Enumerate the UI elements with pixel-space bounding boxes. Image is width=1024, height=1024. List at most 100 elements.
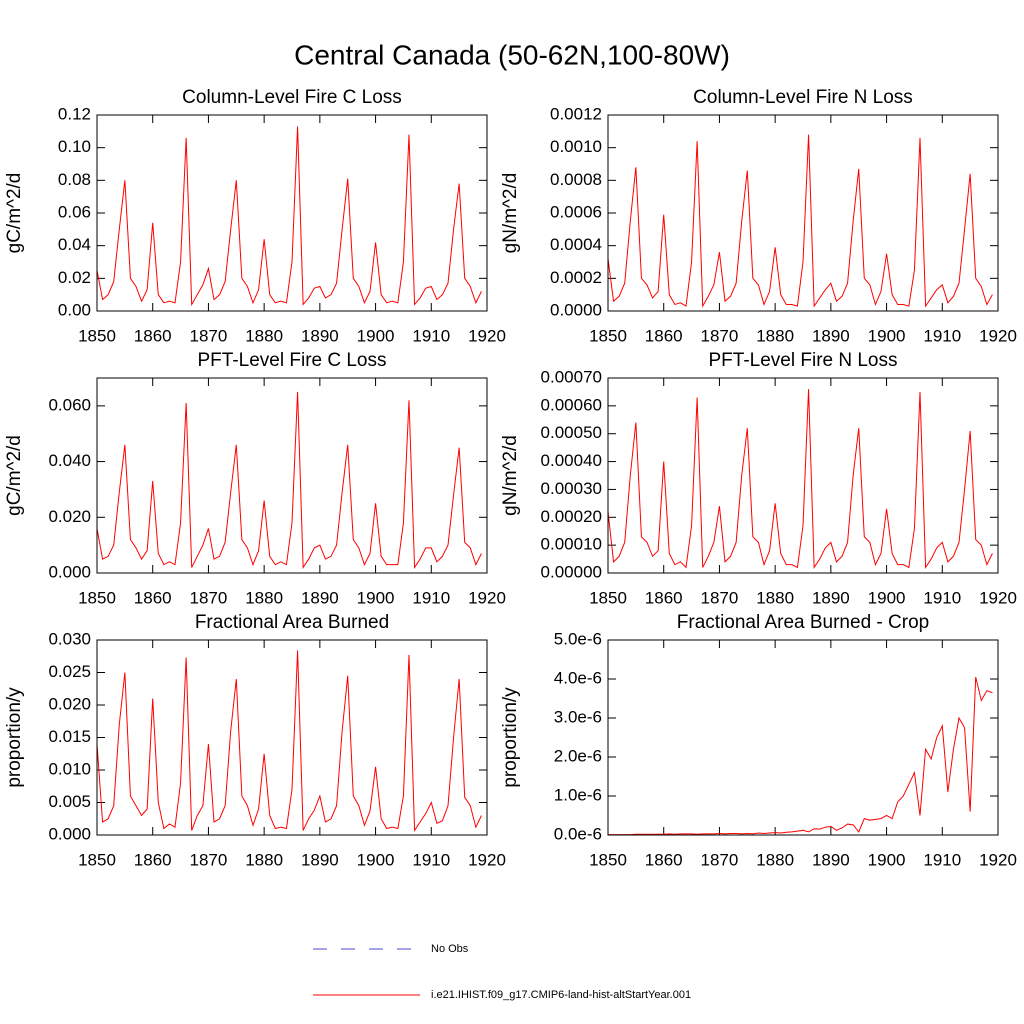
x-tick-label: 1850 <box>78 588 116 607</box>
y-tick-label: 1.0e-6 <box>554 785 602 804</box>
legend-label: i.e21.IHIST.f09_g17.CMIP6-land-hist-altS… <box>431 989 691 1001</box>
y-tick-label: 0.10 <box>58 137 91 156</box>
y-tick-label: 0.000 <box>48 562 91 581</box>
y-tick-label: 0.0e-6 <box>554 824 602 843</box>
x-tick-label: 1880 <box>756 326 794 345</box>
y-tick-label: 0.02 <box>58 268 91 287</box>
data-line <box>607 389 993 570</box>
y-tick-label: 0.00010 <box>541 535 602 554</box>
y-tick-label: 2.0e-6 <box>554 746 602 765</box>
data-line <box>608 676 993 836</box>
y-axis-label: proportion/y <box>4 687 25 788</box>
y-tick-label: 0.00 <box>58 300 91 319</box>
x-tick-label: 1910 <box>412 588 450 607</box>
y-tick-label: 0.12 <box>58 104 91 123</box>
y-tick-label: 0.00030 <box>541 479 602 498</box>
y-tick-label: 5.0e-6 <box>554 629 602 648</box>
y-tick-label: 0.0004 <box>550 235 602 254</box>
x-tick-label: 1850 <box>589 326 627 345</box>
y-tick-label: 0.0012 <box>550 104 602 123</box>
y-tick-label: 0.060 <box>48 395 91 414</box>
x-tick-label: 1880 <box>756 850 794 869</box>
x-tick-label: 1890 <box>812 850 850 869</box>
x-tick-label: 1900 <box>868 850 906 869</box>
plot-frame <box>96 639 488 836</box>
y-tick-label: 0.010 <box>48 759 91 778</box>
y-tick-label: 0.08 <box>58 170 91 189</box>
y-tick-label: 0.00060 <box>541 395 602 414</box>
y-tick-label: 0.005 <box>48 792 91 811</box>
plot-frame <box>607 377 999 574</box>
panel-title: PFT-Level Fire N Loss <box>709 350 898 371</box>
y-axis-label: gC/m^2/d <box>4 435 25 516</box>
x-tick-label: 1900 <box>357 850 395 869</box>
x-tick-label: 1890 <box>301 326 339 345</box>
x-tick-label: 1900 <box>357 588 395 607</box>
x-tick-label: 1880 <box>756 588 794 607</box>
y-tick-label: 0.040 <box>48 451 91 470</box>
x-tick-label: 1920 <box>468 588 506 607</box>
x-tick-label: 1880 <box>245 326 283 345</box>
x-tick-label: 1910 <box>923 326 961 345</box>
x-tick-label: 1900 <box>868 588 906 607</box>
x-tick-label: 1920 <box>979 326 1017 345</box>
data-line <box>96 650 482 833</box>
data-line <box>96 391 482 570</box>
x-tick-label: 1890 <box>301 588 339 607</box>
y-tick-label: 0.0010 <box>550 137 602 156</box>
y-tick-label: 0.025 <box>48 662 91 681</box>
plot-frame <box>96 114 488 312</box>
y-tick-label: 0.0000 <box>550 300 602 319</box>
y-tick-label: 0.030 <box>48 629 91 648</box>
plot-frame <box>96 377 488 574</box>
y-axis-label: proportion/y <box>500 687 521 788</box>
x-tick-label: 1860 <box>134 588 172 607</box>
y-axis-label: gN/m^2/d <box>500 435 521 516</box>
x-tick-label: 1910 <box>412 326 450 345</box>
x-tick-label: 1900 <box>868 326 906 345</box>
x-tick-label: 1870 <box>701 588 739 607</box>
y-tick-label: 0.000 <box>48 824 91 843</box>
figure-title: Central Canada (50-62N,100-80W) <box>294 39 730 70</box>
data-line <box>607 134 993 308</box>
x-tick-label: 1860 <box>134 326 172 345</box>
plot-frame <box>607 114 999 312</box>
y-tick-label: 0.06 <box>58 202 91 221</box>
y-axis-label: gN/m^2/d <box>500 173 521 254</box>
x-tick-label: 1890 <box>301 850 339 869</box>
x-tick-label: 1850 <box>589 588 627 607</box>
y-axis-label: gC/m^2/d <box>4 173 25 254</box>
panel-title: PFT-Level Fire C Loss <box>198 350 387 371</box>
x-tick-label: 1870 <box>701 326 739 345</box>
y-tick-label: 0.00020 <box>541 507 602 526</box>
x-tick-label: 1860 <box>134 850 172 869</box>
data-line <box>96 126 482 307</box>
y-tick-label: 0.015 <box>48 727 91 746</box>
y-tick-label: 0.04 <box>58 235 91 254</box>
x-tick-label: 1870 <box>701 850 739 869</box>
x-tick-label: 1870 <box>190 588 228 607</box>
x-tick-label: 1860 <box>645 850 683 869</box>
x-tick-label: 1920 <box>468 850 506 869</box>
x-tick-label: 1860 <box>645 588 683 607</box>
y-tick-label: 0.020 <box>48 694 91 713</box>
legend-label: No Obs <box>431 943 469 955</box>
y-tick-label: 0.00050 <box>541 423 602 442</box>
y-tick-label: 4.0e-6 <box>554 668 602 687</box>
panel-title: Column-Level Fire C Loss <box>182 87 402 108</box>
x-tick-label: 1850 <box>78 326 116 345</box>
x-tick-label: 1870 <box>190 850 228 869</box>
x-tick-label: 1880 <box>245 588 283 607</box>
x-tick-label: 1850 <box>78 850 116 869</box>
x-tick-label: 1920 <box>979 588 1017 607</box>
panel-title: Fractional Area Burned - Crop <box>677 612 929 633</box>
y-tick-label: 0.0006 <box>550 202 602 221</box>
x-tick-label: 1920 <box>468 326 506 345</box>
x-tick-label: 1860 <box>645 326 683 345</box>
y-tick-label: 0.0002 <box>550 268 602 287</box>
y-tick-label: 0.00070 <box>541 367 602 386</box>
x-tick-label: 1870 <box>190 326 228 345</box>
y-tick-label: 0.020 <box>48 507 91 526</box>
y-tick-label: 0.0008 <box>550 170 602 189</box>
